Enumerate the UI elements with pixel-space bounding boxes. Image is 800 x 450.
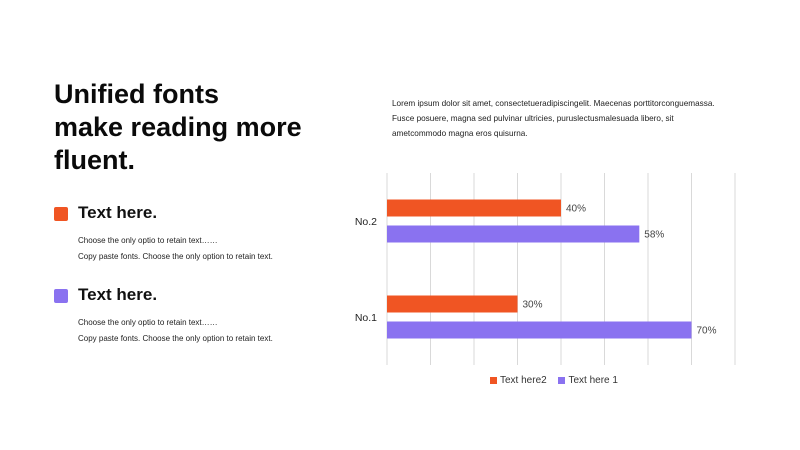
legend-label: Text here2 (500, 375, 547, 386)
orange-square-icon (54, 207, 68, 221)
item-description: Choose the only optio to retain text…… C… (78, 315, 273, 347)
item-line: Choose the only optio to retain text…… (78, 236, 218, 245)
item-heading: Text here. (78, 285, 158, 304)
legend-item: Text here 1 (558, 375, 618, 386)
item-description: Choose the only optio to retain text…… C… (78, 233, 273, 265)
data-label: 30% (523, 300, 543, 311)
item-line: Copy paste fonts. Choose the only option… (78, 334, 273, 343)
title-line: make reading more (54, 112, 302, 142)
bar-chart: 30% 70% No.1 40% 58% No.2 (355, 173, 736, 365)
item-line: Copy paste fonts. Choose the only option… (78, 252, 273, 261)
slide-title: Unified fonts make reading more fluent. (54, 78, 354, 177)
bar (387, 225, 640, 243)
data-label: 58% (644, 230, 664, 241)
item-heading: Text here. (78, 203, 158, 222)
legend-swatch (490, 377, 497, 384)
intro-line: ametcommodo magna eros quisurna. (392, 129, 528, 138)
title-line: fluent. (54, 145, 135, 175)
intro-line: Lorem ipsum dolor sit amet, consectetuer… (392, 99, 715, 108)
intro-line: Fusce posuere, magna sed pulvinar ultric… (392, 114, 674, 123)
intro-paragraph: Lorem ipsum dolor sit amet, consectetuer… (392, 96, 782, 141)
bar (387, 321, 692, 339)
purple-square-icon (54, 289, 68, 303)
legend-item: Text here2 (490, 375, 547, 386)
chart-legend: Text here2 Text here 1 (490, 375, 627, 387)
bar (387, 295, 518, 313)
data-label: 70% (697, 326, 717, 337)
title-line: Unified fonts (54, 79, 219, 109)
category-label: No.1 (355, 312, 377, 324)
legend-swatch (558, 377, 566, 384)
legend-label: Text here 1 (568, 375, 618, 386)
data-label: 40% (566, 204, 586, 215)
item-line: Choose the only optio to retain text…… (78, 318, 218, 327)
category-label: No.2 (355, 216, 377, 228)
bar (387, 199, 561, 217)
